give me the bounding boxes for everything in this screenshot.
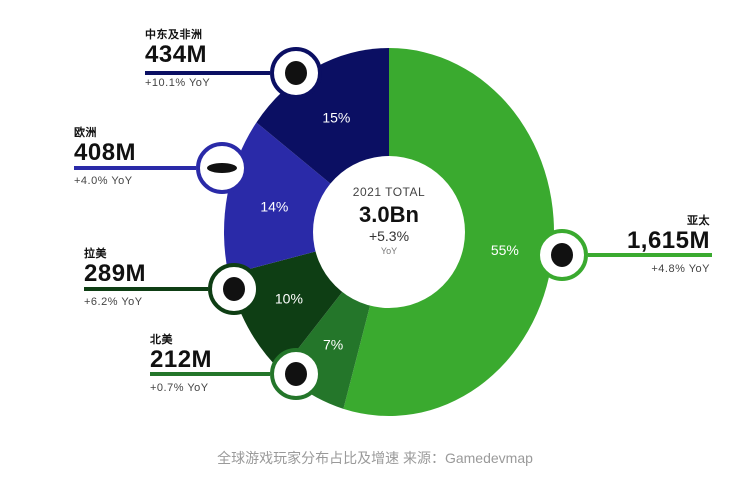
region-value: 212M: [150, 346, 213, 373]
map-silhouette: [285, 362, 307, 386]
region-yoy: +4.0% YoY: [74, 175, 133, 187]
region-name: 欧洲: [74, 127, 97, 139]
region-yoy: +6.2% YoY: [84, 296, 143, 308]
callout-europe: 欧洲 408M +4.0% YoY: [74, 124, 136, 187]
region-value: 434M: [145, 41, 208, 68]
slice-pct-label: 55%: [491, 242, 519, 258]
region-yoy: +4.8% YoY: [651, 263, 710, 275]
region-name: 中东及非洲: [145, 29, 203, 41]
map-silhouette: [551, 243, 573, 267]
region-name: 拉美: [84, 248, 107, 260]
callout-apac: 亚太 1,615M +4.8% YoY: [600, 212, 710, 275]
map-silhouette: [207, 163, 237, 173]
region-yoy: +10.1% YoY: [145, 77, 211, 89]
callout-latam: 拉美 289M +6.2% YoY: [84, 245, 146, 308]
center-growth: +5.3%: [369, 228, 409, 244]
map-silhouette: [223, 277, 245, 301]
region-name: 亚太: [687, 215, 710, 227]
center-text: 2021 TOTAL 3.0Bn +5.3% YoY: [353, 185, 425, 256]
slice-pct-label: 15%: [322, 110, 350, 126]
region-value: 1,615M: [626, 227, 710, 254]
slice-pct-label: 10%: [275, 290, 303, 306]
region-name: 北美: [150, 334, 173, 346]
slice-labels: 55% 7% 10% 14% 15%: [260, 110, 519, 353]
callout-lines: [74, 47, 712, 400]
slice-pct-label: 7%: [323, 336, 343, 352]
callout-na: 北美 212M +0.7% YoY: [150, 331, 212, 394]
region-value: 408M: [74, 139, 137, 166]
center-line1: 2021 TOTAL: [353, 185, 425, 199]
map-silhouette: [285, 61, 307, 85]
center-total: 3.0Bn: [359, 202, 419, 227]
donut-hole: [313, 156, 465, 308]
region-value: 289M: [84, 260, 147, 287]
region-yoy: +0.7% YoY: [150, 382, 209, 394]
center-yoy: YoY: [381, 246, 397, 256]
callout-mea: 中东及非洲 434M +10.1% YoY: [145, 26, 210, 89]
figure-caption: 全球游戏玩家分布占比及增速 来源：Gamedevmap: [217, 450, 533, 466]
slice-pct-label: 14%: [260, 198, 288, 214]
